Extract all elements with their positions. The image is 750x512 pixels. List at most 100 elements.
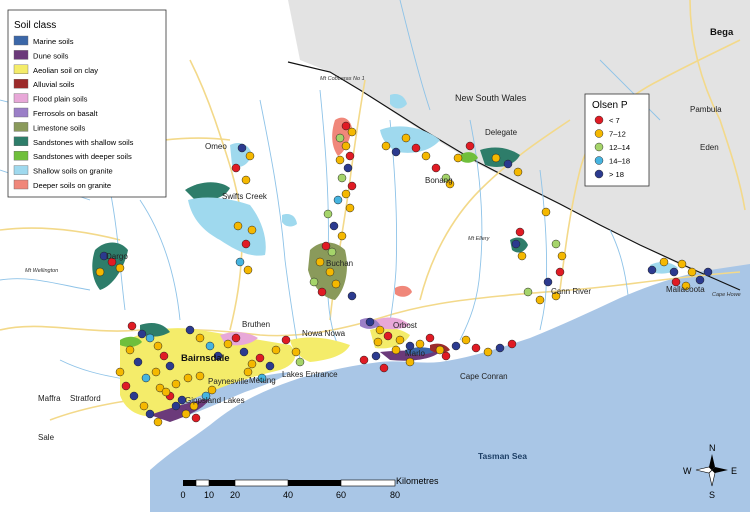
olsen-sample-point [435,345,445,355]
label-cape-howe: Cape Howe [712,292,741,298]
olsen-sample-point [241,239,251,249]
olsen-sample-point [133,357,143,367]
label-nsw: New South Wales [455,93,527,103]
olsen-sample-point [127,321,137,331]
olsen-sample-point [347,181,357,191]
label-mt-ellery: Mt Ellery [468,236,491,242]
olsen-sample-point [451,341,461,351]
scale-tick-label: 40 [283,490,293,500]
olsen-sample-point [185,325,195,335]
olsen-sample-point [441,173,451,183]
olsen-sample-point [535,295,545,305]
olsen-sample-point [379,363,389,373]
olsen-legend-box [584,93,650,187]
olsen-sample-point [183,373,193,383]
olsen-sample-point [155,383,165,393]
olsen-swatch [594,169,604,179]
scale-tick-label: 60 [336,490,346,500]
olsen-sample-point [671,277,681,287]
olsen-sample-point [461,335,471,345]
label-nowa-nowa: Nowa Nowa [302,329,346,338]
olsen-swatch [594,156,604,165]
compass-w: W [683,466,692,476]
olsen-legend: Olsen P < 7 7–12 12–14 14–18 > 18 [584,93,650,187]
olsen-legend-label: > 18 [609,170,624,179]
olsen-sample-point [341,121,351,131]
olsen-sample-point [395,335,405,345]
olsen-sample-point [115,367,125,377]
olsen-sample-point [325,267,335,277]
soil-legend-label: Alluvial soils [33,80,75,89]
soil-swatch [13,50,29,60]
scale-unit: Kilometres [396,476,439,486]
olsen-sample-point [659,257,669,267]
olsen-sample-point [551,239,561,249]
granite-deep-patch-2 [395,285,412,297]
olsen-sample-point [195,371,205,381]
soil-swatch [13,150,29,161]
soil-swatch [13,107,29,118]
olsen-sample-point [231,163,241,173]
olsen-sample-point [391,345,401,355]
scale-seg-4 [234,479,289,487]
label-cape-conran: Cape Conran [460,372,508,381]
olsen-sample-point [703,267,713,277]
olsen-sample-point [107,257,117,267]
olsen-sample-point [337,173,347,183]
soil-swatch [13,122,29,132]
olsen-sample-point [647,265,657,275]
soil-swatch [13,93,29,103]
olsen-sample-point [291,347,301,357]
olsen-sample-point [151,367,161,377]
sandstone-deep-patch [120,336,142,347]
olsen-sample-point [99,251,109,261]
olsen-sample-point [335,133,345,143]
label-cann-river: Cann River [551,287,591,296]
olsen-sample-point [237,143,247,153]
soil-legend-label: Flood plain soils [33,95,88,104]
olsen-sample-point [669,267,679,277]
olsen-sample-point [511,239,521,249]
olsen-sample-point [189,401,199,411]
soil-legend-label: Aeolian soil on clay [33,66,98,75]
label-bruthen: Bruthen [242,320,270,329]
olsen-swatch [594,142,604,152]
olsen-sample-point [145,409,155,419]
olsen-sample-point [677,259,687,269]
floodplain-patch-2 [375,317,410,330]
granite-shallow-patch-2 [230,143,252,167]
olsen-sample-point [557,251,567,261]
soil-legend-label: Ferrosols on basalt [33,109,98,118]
olsen-sample-point [327,247,337,257]
compass-e: E [731,466,737,476]
label-dargo: Dargo [106,252,128,261]
label-mt-cobberas: Mt Cobberas No 1 [320,76,365,82]
olsen-sample-point [503,159,513,169]
soil-legend-label: Sandstones with deeper soils [33,152,132,161]
olsen-sample-point [281,335,291,345]
olsen-sample-point [245,151,255,161]
scale-seg-1 [183,480,196,486]
olsen-sample-point [371,351,381,361]
soil-legend: Soil class Marine soils Dune soils Aeolian… [7,9,167,198]
olsen-sample-point [523,287,533,297]
soil-legend-label: Deeper soils on granite [33,181,111,190]
olsen-sample-point [213,351,223,361]
olsen-sample-point [555,267,565,277]
olsen-sample-point [201,391,211,401]
granite-shallow-patch-4 [390,94,407,109]
soil-swatch [13,165,29,175]
olsen-sample-point [181,409,191,419]
olsen-sample-point [495,343,505,353]
olsen-sample-point [411,143,421,153]
olsen-sample-point [471,343,481,353]
olsen-sample-point [137,329,147,339]
label-buchan: Buchan [326,259,353,268]
olsen-sample-point [247,225,257,235]
label-mt-wellington: Mt Wellington [25,268,58,274]
soil-swatch [13,78,29,89]
olsen-legend-label: 7–12 [609,130,626,139]
olsen-legend-label: 12–14 [609,143,630,152]
olsen-sample-point [153,417,163,427]
olsen-sample-point [513,167,523,177]
